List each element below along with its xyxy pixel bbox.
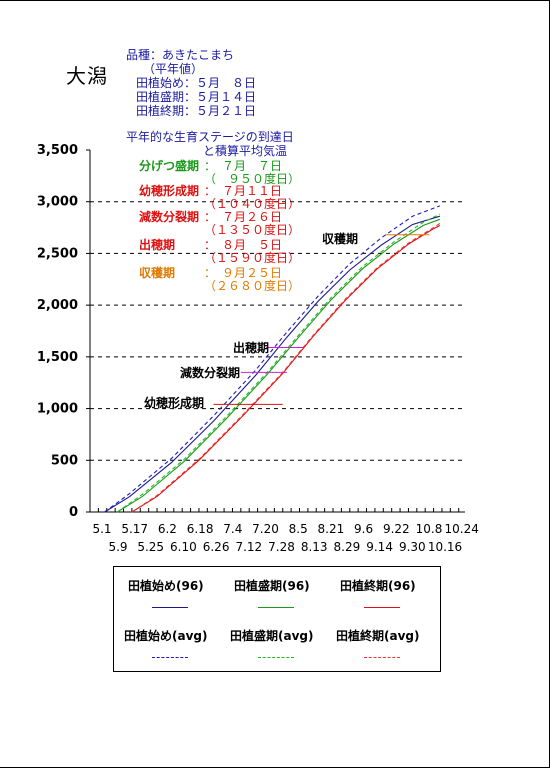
stage-marker-label: 収穫期: [322, 231, 358, 246]
stage-name: 減数分裂期: [139, 209, 199, 224]
station-name: 大潟: [66, 64, 108, 88]
x-tick-label: 7.4: [223, 522, 242, 536]
stage-marker-label: 出穂期: [233, 340, 269, 355]
marker-layer: [213, 234, 430, 405]
series-line: [131, 225, 441, 513]
series-line: [116, 218, 441, 513]
legend-swatch: [364, 607, 400, 608]
stage-name: 出穂期: [139, 237, 175, 252]
legend-label: 田植始め(avg): [124, 629, 208, 643]
chart-subtitle: と積算平均気温: [203, 143, 287, 158]
series-line: [131, 222, 441, 513]
x-tick-label: 10.8: [416, 522, 443, 536]
text-layer: 0 500 1,000 1,500 2,000 2,500 3,000 3,500 5.1 5.1…: [37, 129, 479, 554]
legend-swatch: [258, 657, 294, 658]
x-tick-label: 8.21: [318, 522, 345, 536]
legend-swatch: [152, 657, 188, 658]
y-tick-label: 3,500: [37, 143, 78, 158]
x-tick-label: 5.9: [108, 540, 127, 554]
series-line: [104, 215, 441, 513]
x-tick-label: 6.10: [170, 540, 197, 554]
x-tick-label: 9.30: [399, 540, 426, 554]
legend-label: 田植盛期(avg): [230, 629, 314, 643]
stage-gdd: （１５９０度日）: [204, 250, 300, 265]
planting-peak-label: 田植盛期：５月１４日: [136, 90, 257, 104]
y-tick-label: 2,000: [37, 298, 78, 313]
stage-gdd: （２６８０度日）: [204, 278, 300, 293]
chart-subtitle: 平年的な生育ステージの到達日: [126, 129, 294, 144]
legend-label: 田植終期(avg): [336, 629, 420, 643]
stage-date: ： ７月 ７日: [204, 159, 282, 173]
legend-label: 田植盛期(96): [234, 579, 310, 593]
x-tick-label: 6.26: [203, 540, 230, 554]
x-tick-label: 9.14: [366, 540, 393, 554]
stage-gdd: （ ９５０度日）: [204, 171, 300, 186]
x-tick-label: 6.2: [158, 522, 177, 536]
planting-end-label: 田植終期：５月２１日: [136, 104, 257, 118]
legend-swatch: [152, 607, 188, 608]
legend-label: 田植始め(96): [128, 579, 204, 593]
y-tick-label: 3,000: [37, 195, 78, 210]
x-tick-label: 8.29: [334, 540, 361, 554]
x-tick-label: 9.22: [383, 522, 410, 536]
stage-marker-label: 減数分裂期: [180, 365, 240, 380]
stage-marker-label: 幼穂形成期: [144, 395, 204, 410]
normal-label: （平年値）: [143, 62, 204, 76]
planting-start-label: 田植始め：５月 ８日: [136, 76, 257, 90]
series-layer: [104, 205, 441, 513]
legend: 田植始め(96) 田植盛期(96) 田植終期(96) 田植始め(avg) 田植盛…: [113, 566, 441, 672]
x-tick-label: 10.24: [445, 522, 479, 536]
frame-top: [0, 0, 550, 1]
x-tick-label: 5.17: [121, 522, 148, 536]
x-tick-label: 9.6: [354, 522, 373, 536]
x-tick-label: 8.13: [301, 540, 328, 554]
y-tick-label: 1,500: [37, 350, 78, 365]
stage-date: ： ９月２５日: [204, 266, 282, 280]
stage-date: ： ７月１１日: [204, 184, 282, 198]
series-line: [116, 213, 441, 513]
x-tick-label: 7.12: [235, 540, 262, 554]
x-tick-label: 8.5: [289, 522, 308, 536]
stage-date: ： ７月２６日: [204, 210, 282, 224]
y-tick-label: 1,000: [37, 402, 78, 417]
legend-label: 田植終期(96): [340, 579, 416, 593]
stage-date: ： ８月 ５日: [204, 238, 282, 252]
legend-swatch: [258, 607, 294, 608]
x-tick-label: 7.28: [268, 540, 295, 554]
stage-name: 分げつ盛期: [139, 158, 199, 173]
y-tick-label: 2,500: [37, 246, 78, 261]
x-tick-label: 5.1: [92, 522, 111, 536]
grid-layer: [90, 201, 465, 461]
x-tick-label: 7.20: [252, 522, 279, 536]
y-tick-label: 500: [51, 453, 78, 468]
stage-name: 幼穂形成期: [139, 183, 199, 198]
x-tick-label: 5.25: [137, 540, 164, 554]
x-tick-label: 6.18: [187, 522, 214, 536]
axis-layer: [86, 149, 465, 513]
y-tick-label: 0: [69, 505, 78, 520]
stage-name: 収穫期: [139, 265, 175, 280]
x-tick-label: 10.16: [428, 540, 462, 554]
variety-label: 品種：あきたこまち: [126, 48, 235, 62]
legend-swatch: [364, 657, 400, 658]
stage-gdd: （１０４０度日）: [204, 196, 300, 211]
stage-gdd: （１３５０度日）: [204, 222, 300, 237]
